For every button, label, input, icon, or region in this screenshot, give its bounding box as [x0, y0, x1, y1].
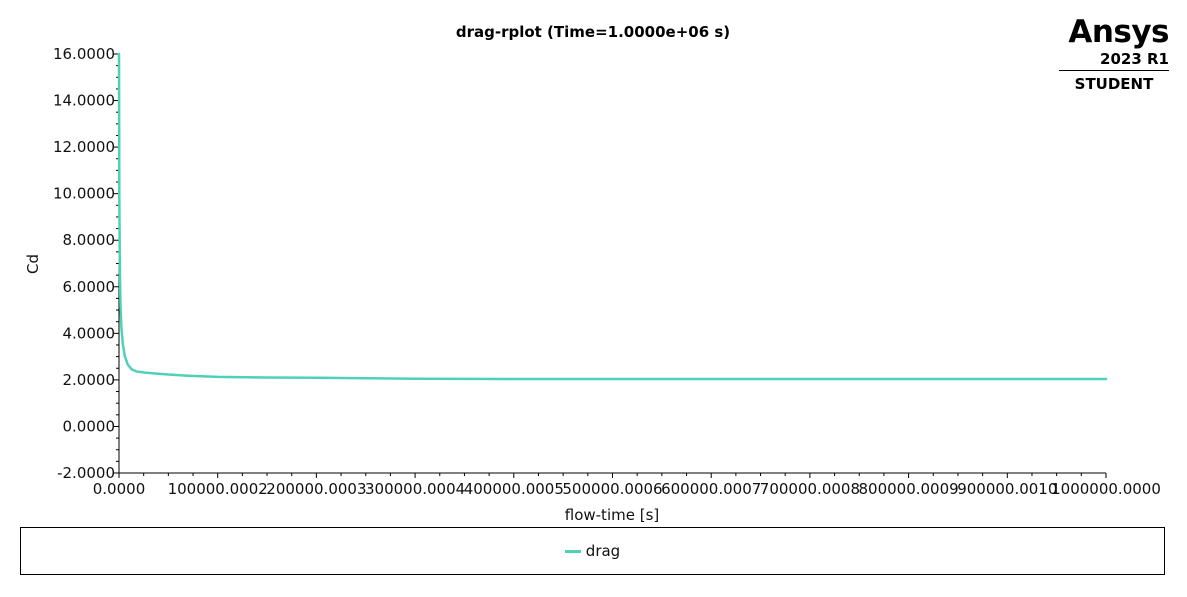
y-tick-label: 6.0000 [63, 278, 116, 296]
series-line-drag [117, 52, 1108, 381]
y-tick-label: -2.0000 [57, 464, 115, 482]
x-tick-label: 200000.0003 [266, 480, 366, 498]
x-tick-label: 1000000.0000 [1051, 480, 1161, 498]
data-series [117, 52, 1108, 381]
y-tick-label: 12.0000 [53, 138, 115, 156]
x-tick-label: 300000.0004 [365, 480, 465, 498]
logo-edition: STUDENT [1074, 75, 1154, 93]
chart-plot: drag-rplot (Time=1.0000e+06 s) -2.00000.… [24, 23, 1161, 524]
y-tick-label: 16.0000 [53, 45, 115, 63]
x-tick-label: 600000.0007 [661, 480, 761, 498]
x-tick-label: 100000.0002 [168, 480, 268, 498]
x-tick-label: 400000.0005 [464, 480, 564, 498]
x-tick-label: 700000.0008 [760, 480, 860, 498]
legend-label: drag [585, 542, 621, 560]
x-tick-label: 800000.0009 [858, 480, 958, 498]
y-tick-label: 8.0000 [63, 231, 116, 249]
ansys-logo: Ansys 2023 R1 STUDENT [1059, 14, 1170, 94]
y-tick-label: 10.0000 [53, 185, 115, 203]
x-tick-label: 0.0000 [93, 480, 146, 498]
chart-title: drag-rplot (Time=1.0000e+06 s) [456, 23, 730, 41]
legend-swatch [564, 549, 581, 553]
y-tick-label: 14.0000 [53, 92, 115, 110]
x-tick-label: 900000.0010 [957, 480, 1057, 498]
y-tick-label: 2.0000 [63, 371, 116, 389]
x-tick-label: 500000.0006 [562, 480, 662, 498]
y-tick-label: 0.0000 [63, 417, 116, 435]
logo-version: 2023 R1 [1059, 50, 1169, 71]
x-axis-title: flow-time [s] [565, 506, 659, 524]
legend: drag [20, 527, 1165, 575]
y-axis-title: Cd [24, 254, 42, 274]
y-tick-label: 4.0000 [63, 324, 116, 342]
axes: -2.00000.00002.00004.00006.00008.000010.… [53, 45, 1161, 498]
logo-brand: Ansys [1068, 14, 1169, 50]
